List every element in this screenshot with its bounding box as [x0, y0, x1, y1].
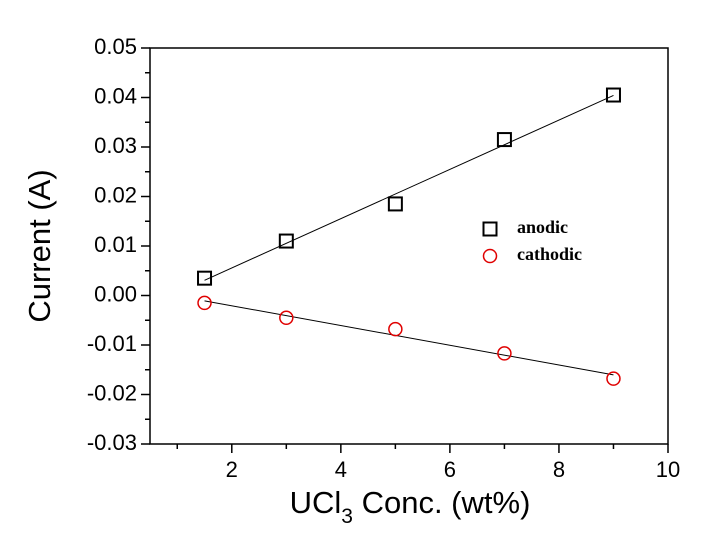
data-point [497, 346, 512, 361]
y-axis-title: Current (A) [22, 169, 57, 322]
x-title-part: Conc. (wt%) [353, 485, 530, 520]
legend-label: anodic [517, 217, 568, 237]
y-tick-label: 0.01 [94, 232, 137, 257]
plot-frame [149, 47, 669, 445]
data-point [388, 321, 403, 337]
x-tick-label: 2 [226, 457, 238, 482]
y-tick-label: 0.00 [94, 281, 137, 306]
x-tick-label: 8 [553, 457, 565, 482]
y-tick-label: 0.04 [94, 83, 137, 108]
data-point [197, 295, 212, 311]
x-tick-label: 10 [656, 457, 680, 482]
y-tick-label: -0.02 [87, 380, 137, 405]
x-tick-label: 6 [444, 457, 456, 482]
y-tick-label: 0.02 [94, 182, 137, 207]
legend-marker [482, 248, 498, 264]
data-point [278, 233, 294, 249]
x-axis-title: UCl3 Conc. (wt%) [290, 485, 531, 527]
legend-label: cathodic [517, 244, 582, 264]
x-title-subscript: 3 [341, 505, 353, 528]
x-title-part: UCl [290, 485, 342, 520]
y-tick-label: 0.05 [94, 34, 137, 59]
x-tick-label: 4 [335, 457, 347, 482]
data-point [279, 310, 294, 326]
fit-line [204, 300, 614, 376]
data-point [606, 371, 621, 386]
data-point [387, 196, 403, 212]
data-point [197, 270, 213, 286]
legend-marker [482, 221, 498, 237]
data-point [496, 132, 512, 148]
data-point [605, 87, 621, 103]
y-tick-label: 0.03 [94, 133, 137, 158]
y-tick-label: -0.03 [87, 430, 137, 455]
fit-line [204, 94, 614, 281]
y-tick-label: -0.01 [87, 331, 137, 356]
